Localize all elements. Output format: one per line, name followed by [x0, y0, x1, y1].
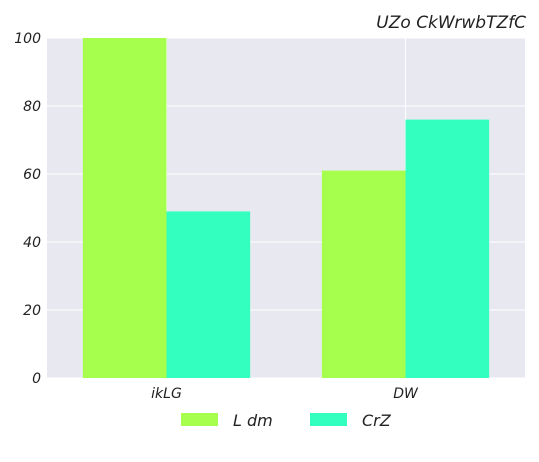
legend: L dm CrZ: [181, 411, 392, 430]
x-axis-ticks: ikLG DW: [151, 386, 419, 402]
bars: [82, 38, 490, 378]
bar-2-DW: [405, 119, 490, 378]
legend-swatch: [310, 413, 347, 426]
chart-title: UZo CkWrwbTZfC: [376, 13, 526, 33]
legend-label: CrZ: [362, 411, 392, 430]
legend-label: L dm: [233, 411, 273, 430]
x-tick-label: ikLG: [151, 386, 182, 402]
y-tick-label: 80: [23, 99, 41, 115]
y-tick-label: 60: [23, 167, 41, 183]
y-tick-label: 40: [23, 235, 41, 251]
y-tick-label: 20: [23, 303, 41, 319]
legend-swatch: [181, 413, 218, 426]
y-axis-ticks: 0 20 40 60 80 100: [14, 31, 41, 387]
bar-1-DW: [321, 170, 406, 378]
x-tick-label: DW: [393, 386, 419, 402]
y-tick-label: 0: [32, 371, 41, 387]
bar-2-ikLG: [166, 211, 251, 378]
y-tick-label: 100: [14, 31, 41, 47]
bar-1-ikLG: [82, 38, 167, 378]
